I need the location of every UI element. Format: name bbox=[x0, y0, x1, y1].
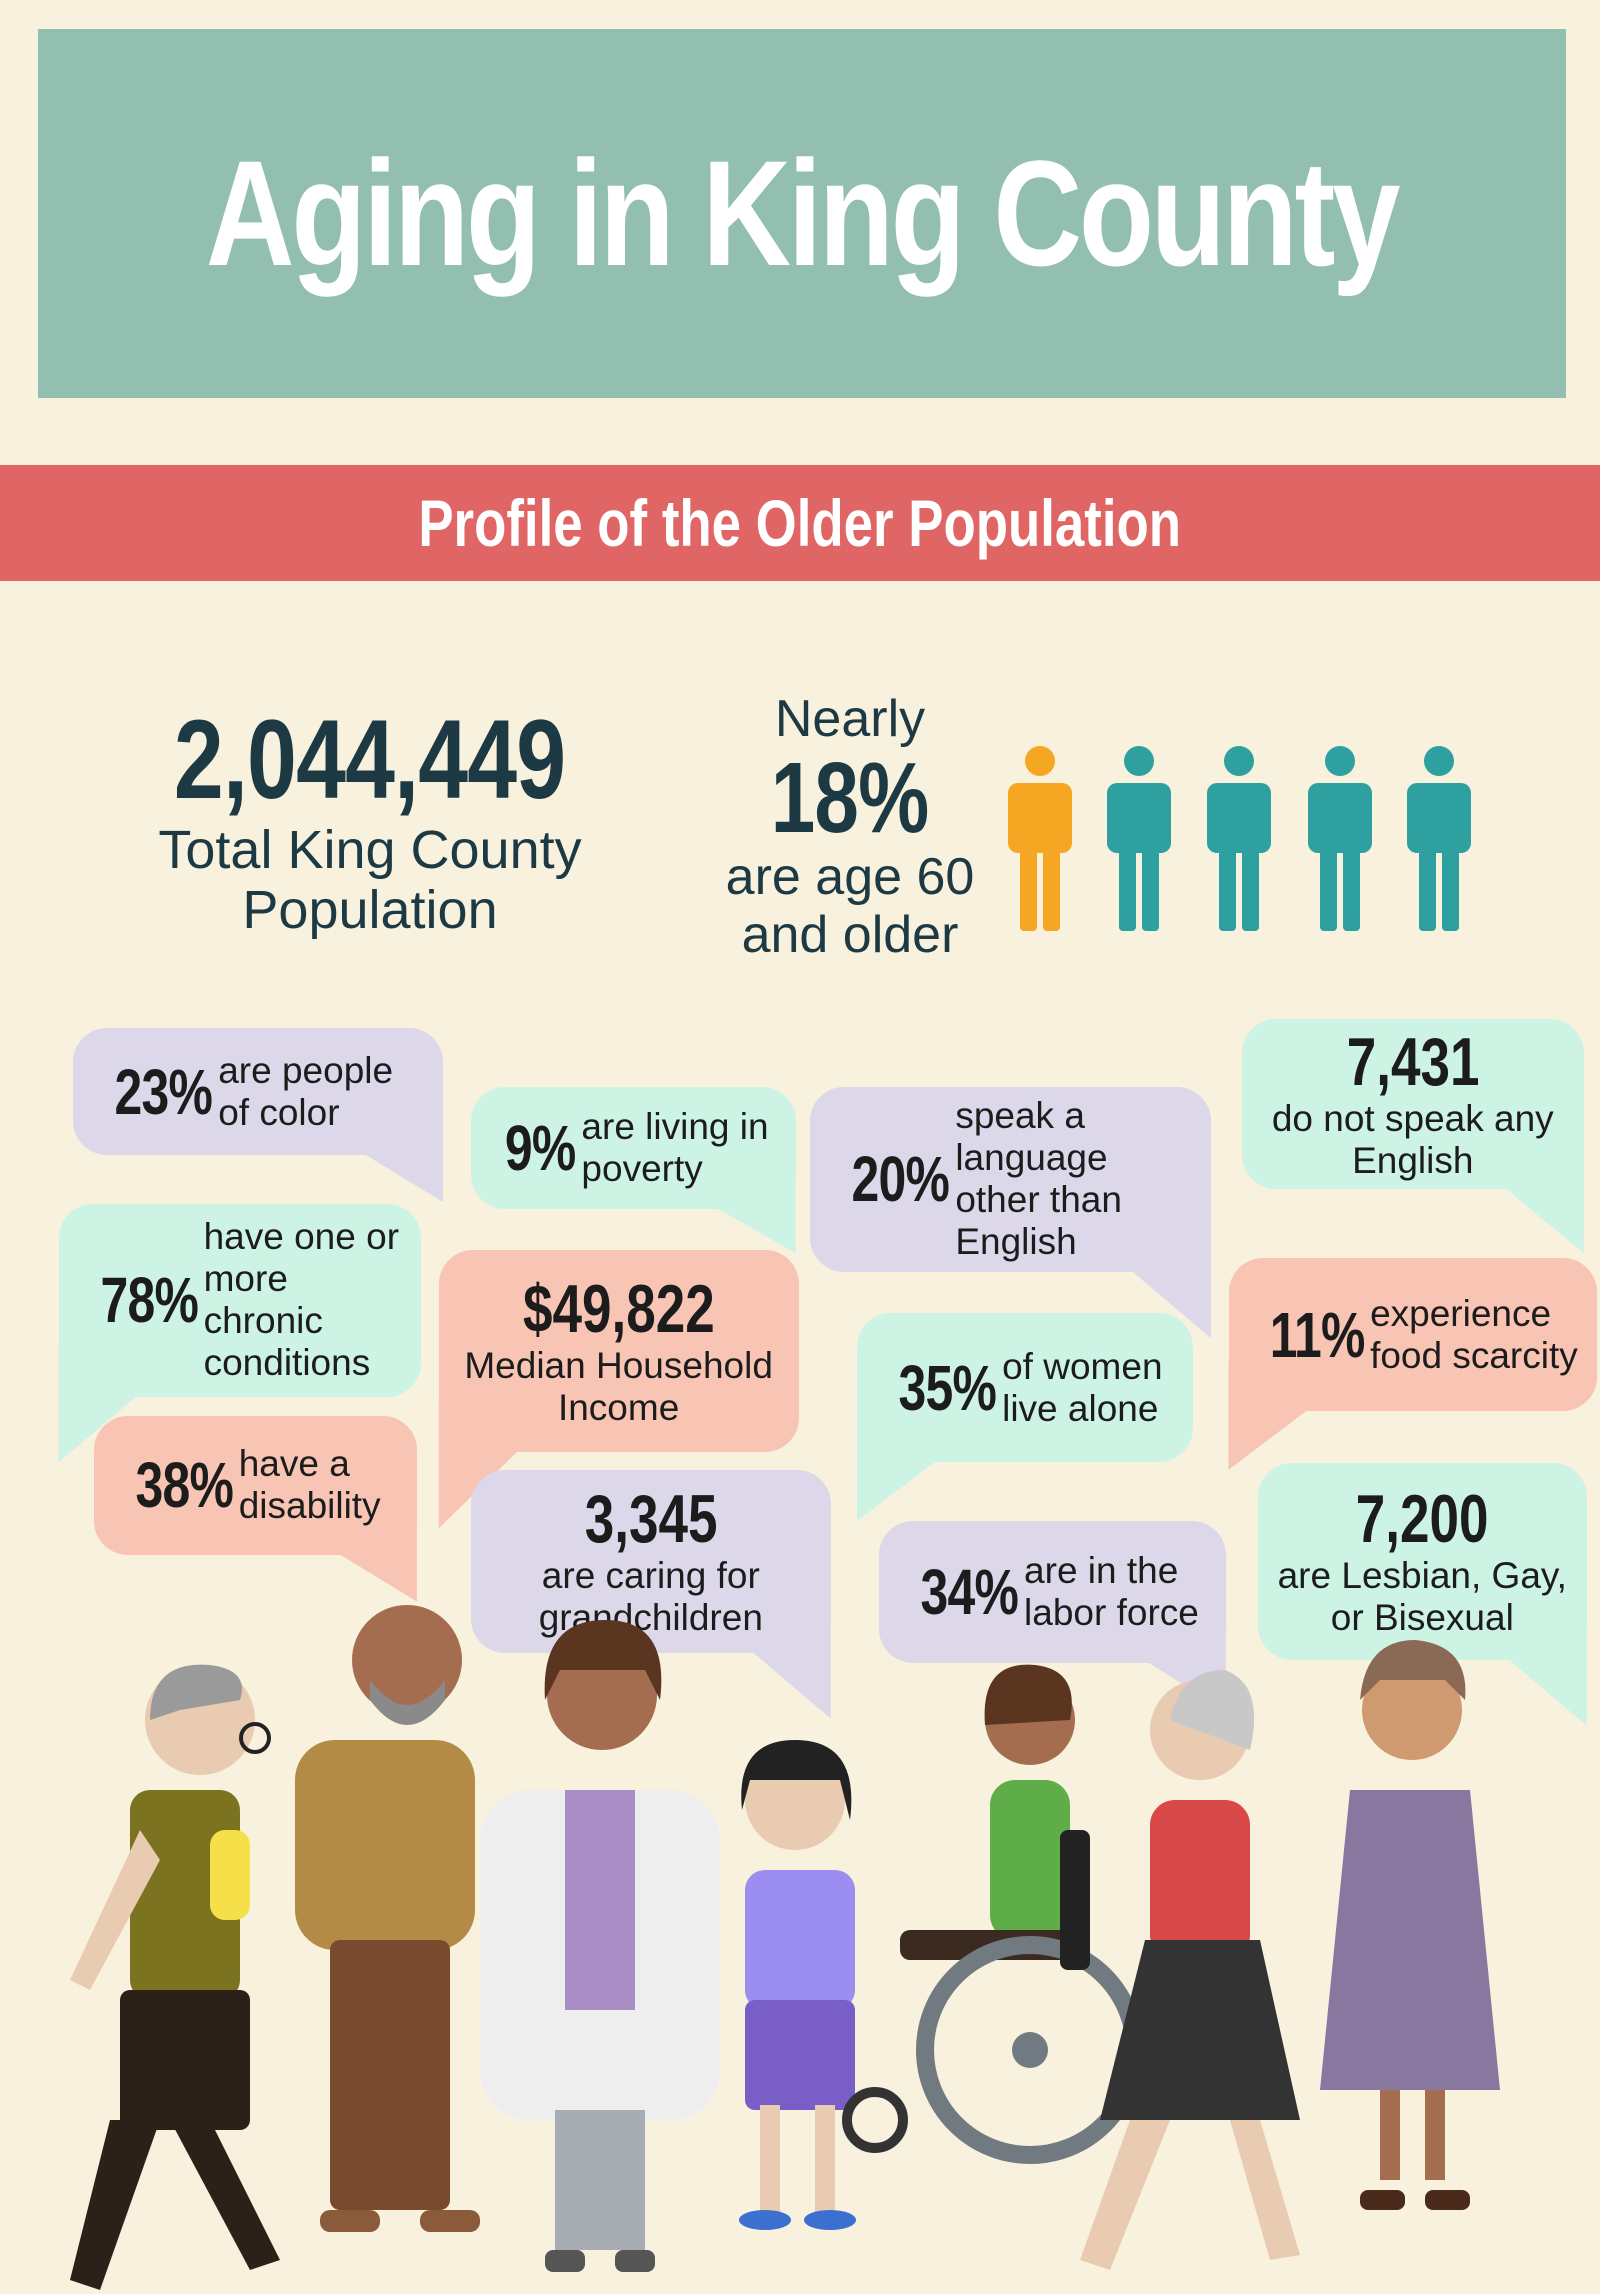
population-label: Total King County Population bbox=[158, 820, 582, 940]
bubble-figure: 7,431 bbox=[1346, 1024, 1480, 1101]
speech-bubble: $49,822 Median Household Income bbox=[438, 1250, 799, 1453]
person-figure bbox=[842, 1664, 1144, 2164]
bubble-figure: 7,200 bbox=[1355, 1481, 1489, 1558]
older-label: are age 60 and older bbox=[725, 848, 975, 964]
person-figure bbox=[739, 1740, 856, 2230]
speech-bubble: 9% are living in poverty bbox=[470, 1086, 796, 1210]
bubble-figure: 20% bbox=[851, 1143, 950, 1216]
people-illustration bbox=[70, 1605, 1500, 2290]
header: Aging in King County bbox=[38, 29, 1566, 398]
bubble-figure: 35% bbox=[898, 1351, 997, 1424]
bubble-figure: 9% bbox=[504, 1112, 576, 1185]
title: Aging in King County bbox=[206, 129, 1401, 297]
speech-bubble: 23% are people of color bbox=[73, 1028, 444, 1156]
person-figure bbox=[480, 1620, 720, 2272]
speech-bubble: 7,200 are Lesbian, Gay, or Bisexual bbox=[1257, 1462, 1587, 1660]
person-figure bbox=[70, 1664, 280, 2290]
older-share-block: Nearly 18% are age 60 and older bbox=[700, 690, 1000, 964]
bubble-figure: 11% bbox=[1269, 1298, 1365, 1371]
bubble-figure: 34% bbox=[920, 1555, 1019, 1628]
speech-bubble: 7,431 do not speak any English bbox=[1241, 1019, 1584, 1189]
bubble-text: are in the labor force bbox=[1024, 1549, 1199, 1633]
person-figure bbox=[1320, 1640, 1500, 2210]
speech-bubble: 38% have a disability bbox=[93, 1415, 417, 1555]
bubble-figure: 38% bbox=[135, 1449, 233, 1522]
speech-bubble: 11% experience food scarcity bbox=[1228, 1257, 1598, 1412]
bubble-text: are caring for grandchildren bbox=[538, 1555, 763, 1639]
banner: Profile of the Older Population bbox=[0, 465, 1600, 581]
bubble-figure: $49,822 bbox=[522, 1271, 715, 1348]
person-figure bbox=[295, 1605, 480, 2232]
bubble-text: are Lesbian, Gay, or Bisexual bbox=[1277, 1555, 1567, 1639]
population-figure: 2,044,449 bbox=[174, 697, 566, 822]
bubble-text: are living in poverty bbox=[581, 1106, 769, 1190]
bubble-text: do not speak any English bbox=[1271, 1098, 1554, 1182]
bubble-text: are people of color bbox=[218, 1049, 394, 1133]
speech-bubble: 20% speak a language other than English bbox=[810, 1086, 1211, 1273]
bubble-figure: 23% bbox=[114, 1055, 213, 1128]
bubble-text: speak a language other than English bbox=[955, 1095, 1122, 1263]
speech-bubble: 34% are in the labor force bbox=[878, 1521, 1226, 1663]
bubble-text: have one or more chronic conditions bbox=[203, 1216, 400, 1384]
speech-bubble: 35% of women live alone bbox=[857, 1313, 1194, 1463]
bubble-text: of women live alone bbox=[1002, 1345, 1163, 1429]
bubble-figure: 3,345 bbox=[584, 1481, 718, 1558]
population-block: 2,044,449 Total King County Population bbox=[120, 697, 620, 941]
bubble-text: experience food scarcity bbox=[1370, 1292, 1578, 1376]
speech-bubble: 78% have one or more chronic conditions bbox=[58, 1203, 422, 1397]
bubble-text: have a disability bbox=[238, 1443, 381, 1527]
older-figure: 18% bbox=[771, 742, 930, 854]
bubble-figure: 78% bbox=[100, 1264, 198, 1337]
speech-bubble: 3,345 are caring for grandchildren bbox=[470, 1469, 831, 1653]
banner-title: Profile of the Older Population bbox=[418, 486, 1182, 560]
bubble-text: Median Household Income bbox=[464, 1345, 773, 1429]
older-prefix: Nearly bbox=[774, 690, 926, 748]
person-figure bbox=[1080, 1670, 1300, 2270]
